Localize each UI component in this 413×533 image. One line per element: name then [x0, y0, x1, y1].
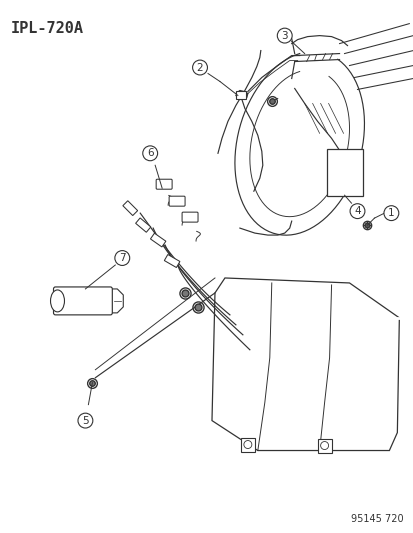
Text: 5: 5 — [82, 416, 88, 425]
Polygon shape — [150, 233, 166, 247]
Circle shape — [78, 413, 93, 428]
Circle shape — [277, 28, 292, 43]
Polygon shape — [135, 218, 150, 232]
Circle shape — [243, 441, 251, 449]
Text: 6: 6 — [147, 148, 153, 158]
Circle shape — [349, 204, 364, 219]
Circle shape — [192, 60, 207, 75]
Text: 3: 3 — [281, 30, 287, 41]
Ellipse shape — [50, 290, 64, 312]
Bar — [317, 439, 331, 453]
Text: 7: 7 — [119, 253, 125, 263]
Text: 95145 720: 95145 720 — [350, 514, 402, 524]
Text: 1: 1 — [387, 208, 394, 218]
FancyBboxPatch shape — [182, 212, 197, 222]
Text: 2: 2 — [196, 62, 203, 72]
Text: 4: 4 — [354, 206, 360, 216]
Circle shape — [383, 206, 398, 221]
Circle shape — [142, 146, 157, 161]
FancyBboxPatch shape — [326, 149, 363, 196]
Polygon shape — [164, 254, 180, 268]
Circle shape — [114, 251, 129, 265]
FancyBboxPatch shape — [156, 179, 172, 189]
Bar — [240, 438, 254, 451]
FancyBboxPatch shape — [169, 196, 185, 206]
Polygon shape — [211, 278, 399, 450]
Text: IPL-720A: IPL-720A — [11, 21, 83, 36]
Polygon shape — [123, 201, 138, 215]
FancyBboxPatch shape — [53, 287, 112, 315]
Bar — [235, 92, 245, 100]
Circle shape — [320, 441, 328, 449]
